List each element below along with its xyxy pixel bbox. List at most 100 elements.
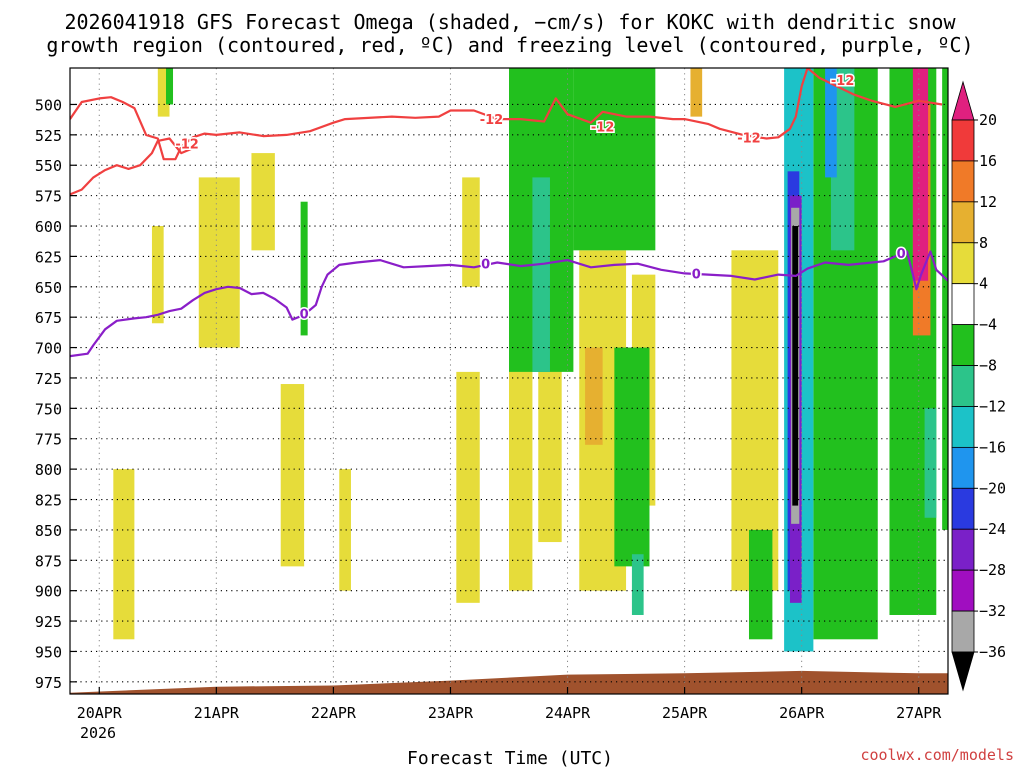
- contours: [70, 68, 948, 358]
- y-tick-label: 800: [35, 461, 62, 479]
- colorbar-box: [951, 610, 975, 653]
- y-tick-label: 550: [35, 157, 62, 175]
- omega-cell: [300, 201, 308, 336]
- colorbar-top-arrow: [951, 80, 975, 121]
- colorbar-label: −8: [979, 357, 997, 375]
- y-tick-label: 650: [35, 279, 62, 297]
- colorbar-label: −24: [979, 520, 1006, 538]
- y-tick-label: 925: [35, 613, 62, 631]
- colorbar-label: −36: [979, 643, 1006, 661]
- x-tick-label: 25APR: [662, 704, 708, 722]
- colorbar-box: [951, 528, 975, 571]
- colorbar: 20 16 12 8 4 −4 −8 −12 −16 −20 −24 −28 −32 −36: [951, 80, 1006, 692]
- contour-label: -12: [175, 137, 199, 152]
- omega-cell: [113, 469, 135, 640]
- colorbar-bottom-arrow: [951, 651, 975, 692]
- omega-cell: [690, 68, 703, 117]
- colorbar-label: −12: [979, 397, 1006, 415]
- omega-cell: [792, 226, 799, 506]
- colorbar-label: 16: [979, 152, 997, 170]
- y-tick-label: 500: [35, 96, 62, 114]
- x-tick-label: 26APR: [779, 704, 825, 722]
- terrain-fill: [70, 670, 948, 694]
- y-tick-label: 600: [35, 218, 62, 236]
- y-tick-label: 775: [35, 431, 62, 449]
- colorbar-box: [951, 119, 975, 162]
- contour-line: [70, 137, 194, 196]
- colorbar-label: −4: [979, 316, 997, 334]
- colorbar-label: −16: [979, 438, 1006, 456]
- x-tick-label: 24APR: [545, 704, 591, 722]
- y-tick-label: 975: [35, 674, 62, 692]
- omega-cell: [456, 371, 480, 603]
- colorbar-label: 4: [979, 275, 988, 293]
- omega-cell: [585, 347, 603, 445]
- y-tick-label: 825: [35, 492, 62, 510]
- y-tick-label: 900: [35, 583, 62, 601]
- contour-label: 0: [692, 267, 701, 282]
- y-tick-label: 850: [35, 522, 62, 540]
- plot-frame: [69, 67, 949, 695]
- x-axis: 20APR 21APR 22APR 23APR 24APR 25APR 26APR 27APR: [77, 687, 942, 722]
- credit-text: coolwx.com/models: [860, 746, 1014, 764]
- y-tick-label: 675: [35, 309, 62, 327]
- omega-cell: [280, 384, 305, 567]
- colorbar-box: [951, 487, 975, 530]
- colorbar-label: −28: [979, 561, 1006, 579]
- omega-cell: [825, 68, 837, 178]
- contour-line: [70, 68, 943, 161]
- terrain: [70, 670, 948, 694]
- contour-label: 0: [300, 308, 309, 323]
- omega-cell: [532, 177, 550, 372]
- omega-cell: [942, 68, 948, 530]
- colorbar-box: [951, 242, 975, 285]
- x-tick-label: 22APR: [311, 704, 357, 722]
- y-axis: 500 525 550 575 600 625 650 675 700 725 750 775 800 8…: [35, 96, 77, 692]
- contour-label: -12: [831, 74, 855, 89]
- x-axis-label: Forecast Time (UTC): [407, 748, 613, 768]
- colorbar-box: [951, 446, 975, 489]
- colorbar-box: [951, 201, 975, 244]
- chart-title-line1: 2026041918 GFS Forecast Omega (shaded, −…: [64, 10, 956, 34]
- contour-labels: -12 -12 -12 -12 -12 0 0 0 0: [174, 73, 907, 324]
- colorbar-box: [951, 406, 975, 448]
- colorbar-box: [951, 324, 975, 366]
- y-tick-label: 750: [35, 400, 62, 418]
- contour-label: 0: [481, 258, 490, 273]
- omega-cell: [165, 68, 174, 105]
- omega-cell: [748, 529, 773, 640]
- x-tick-label: 27APR: [896, 704, 942, 722]
- y-tick-label: 875: [35, 552, 62, 570]
- contour-label: -12: [480, 113, 504, 128]
- omega-cell: [198, 177, 240, 348]
- omega-cell: [912, 68, 929, 281]
- omega-cell: [151, 226, 164, 324]
- y-tick-label: 525: [35, 127, 62, 145]
- x-tick-label: 21APR: [194, 704, 240, 722]
- contour-line: [70, 250, 948, 358]
- chart-title-line2: growth region (contoured, red, ºC) and f…: [46, 33, 973, 57]
- colorbar-label: 12: [979, 193, 997, 211]
- contour-label: -12: [737, 131, 761, 146]
- contour-label: -12: [591, 120, 615, 135]
- colorbar-box: [951, 283, 975, 326]
- y-tick-label: 700: [35, 340, 62, 358]
- omega-cell: [924, 408, 937, 518]
- colorbar-label: −32: [979, 602, 1006, 620]
- omega-shading: [113, 68, 948, 652]
- contour-label: 0: [897, 247, 906, 262]
- omega-cell: [339, 469, 351, 591]
- colorbar-box: [951, 365, 975, 407]
- colorbar-label: 8: [979, 234, 988, 252]
- x-axis-year: 2026: [80, 724, 116, 742]
- colorbar-box: [951, 569, 975, 612]
- omega-cell: [251, 153, 275, 251]
- omega-cell: [614, 347, 650, 567]
- colorbar-box: [951, 160, 975, 203]
- omega-cell: [462, 177, 480, 287]
- colorbar-label: −20: [979, 479, 1006, 497]
- x-tick-label: 20APR: [77, 704, 123, 722]
- y-tick-label: 625: [35, 248, 62, 266]
- x-tick-label: 23APR: [428, 704, 474, 722]
